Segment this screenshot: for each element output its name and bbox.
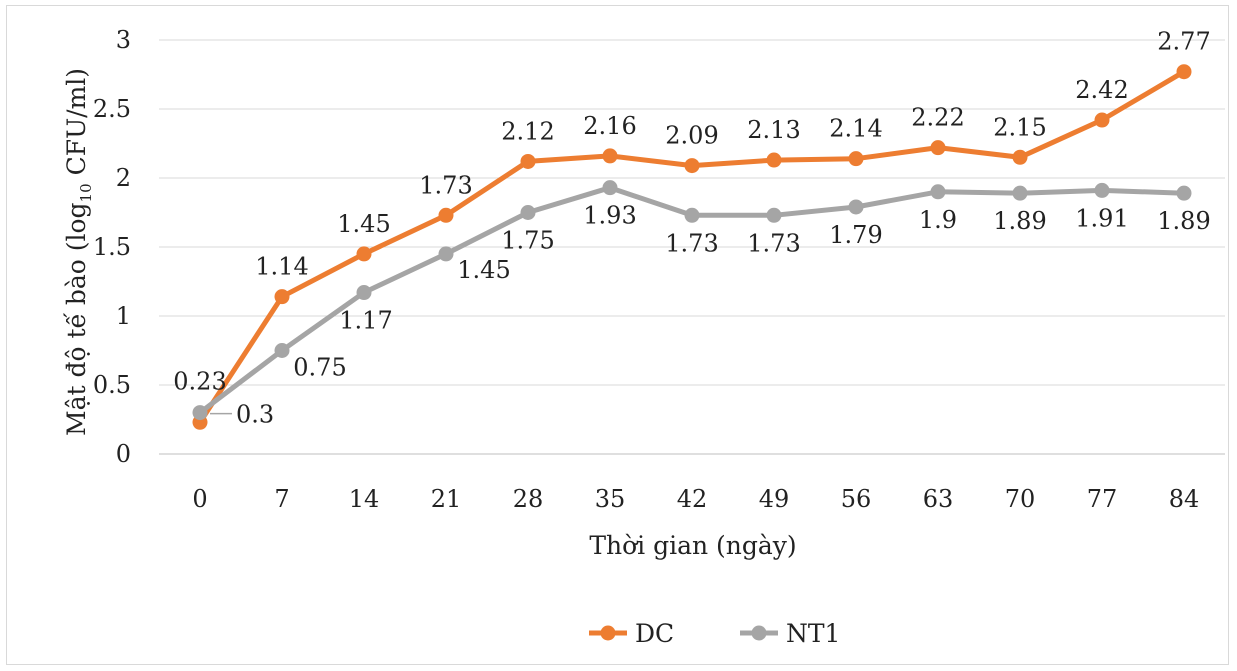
data-label-dc: 2.15 (993, 113, 1046, 141)
line-chart: 0 0.5 1 1.5 2 2.5 3 0 7 14 21 28 35 42 49 56 63 70 77 84 0… (62, 26, 1225, 648)
y-tick-label: 3 (116, 26, 131, 54)
data-point-nt1 (274, 343, 290, 358)
data-point-dc (684, 158, 700, 174)
y-tick-label: 0.5 (93, 371, 131, 399)
data-label-nt1: 1.73 (747, 229, 800, 257)
x-tick-label: 70 (1005, 485, 1036, 513)
x-tick-label: 84 (1169, 485, 1200, 513)
data-label-nt1: 0.75 (293, 354, 346, 382)
x-tick-label: 42 (677, 485, 708, 513)
x-axis-tick-labels: 0 7 14 21 28 35 42 49 56 63 70 77 84 (192, 485, 1199, 513)
data-point-nt1 (684, 207, 700, 223)
data-label-nt1: 1.75 (501, 227, 554, 255)
data-label-nt1: 1.45 (457, 256, 510, 284)
x-tick-label: 14 (349, 485, 380, 513)
legend-label: NT1 (786, 619, 840, 648)
x-axis-title: Thời gian (ngày) (589, 531, 796, 560)
data-point-dc (1012, 149, 1028, 165)
x-tick-label: 35 (595, 485, 626, 513)
data-point-nt1 (848, 199, 864, 215)
data-label-dc: 1.45 (337, 210, 390, 238)
data-point-dc (1094, 112, 1110, 128)
data-label-nt1: 1.9 (919, 206, 957, 234)
data-label-nt1: 1.89 (993, 207, 1046, 235)
data-point-dc (848, 151, 864, 167)
series-lines (192, 64, 1192, 430)
data-point-nt1 (438, 246, 454, 262)
data-label-dc: 1.14 (255, 253, 308, 281)
data-label-nt1: 1.93 (583, 202, 636, 230)
x-tick-label: 0 (192, 485, 207, 513)
legend-item-nt1: NT1 (740, 619, 840, 648)
y-tick-label: 2.5 (93, 95, 131, 123)
data-label-nt1: 0.3 (236, 401, 274, 429)
data-point-dc (1176, 64, 1192, 80)
data-label-nt1: 1.89 (1157, 207, 1210, 235)
data-label-dc: 2.77 (1157, 28, 1210, 56)
data-point-dc (356, 246, 372, 262)
data-point-nt1 (356, 285, 372, 301)
legend-marker (600, 625, 616, 641)
data-label-nt1: 1.73 (665, 229, 718, 257)
x-tick-label: 49 (759, 485, 790, 513)
legend-marker (751, 625, 767, 641)
y-axis-tick-labels: 0 0.5 1 1.5 2 2.5 3 (93, 26, 131, 468)
chart-frame: 0 0.5 1 1.5 2 2.5 3 0 7 14 21 28 35 42 49 56 63 70 77 84 0… (6, 5, 1229, 665)
data-label-dc: 2.12 (501, 117, 554, 145)
data-point-dc (930, 140, 946, 156)
y-axis-title-subscript: 10 (77, 183, 95, 202)
data-point-dc (520, 153, 536, 169)
legend: DC NT1 (589, 619, 840, 648)
data-point-nt1 (1176, 185, 1192, 201)
x-tick-label: 56 (841, 485, 872, 513)
gridlines (159, 39, 1225, 455)
legend-label: DC (635, 619, 674, 648)
data-point-nt1 (930, 184, 946, 200)
x-tick-label: 21 (431, 485, 462, 513)
data-label-nt1: 1.79 (829, 221, 882, 249)
data-point-dc (766, 152, 782, 168)
data-label-dc: 1.73 (419, 171, 472, 199)
data-point-dc (602, 148, 618, 164)
series-nt1 (192, 180, 1192, 421)
x-tick-label: 63 (923, 485, 954, 513)
legend-item-dc: DC (589, 619, 674, 648)
data-point-nt1 (520, 205, 536, 220)
data-point-nt1 (766, 207, 782, 223)
y-tick-label: 2 (116, 164, 131, 192)
x-tick-label: 28 (513, 485, 544, 513)
data-label-dc: 2.14 (829, 115, 882, 143)
data-label-dc: 0.23 (173, 367, 226, 395)
y-axis-title: Mật độ tế bào (log10 CFU/ml) (62, 68, 95, 436)
y-tick-label: 1 (116, 302, 131, 330)
data-label-nt1: 1.91 (1075, 204, 1128, 232)
data-point-nt1 (602, 180, 618, 196)
data-point-nt1 (192, 405, 208, 421)
data-label-dc: 2.13 (747, 116, 800, 144)
y-tick-label: 1.5 (93, 233, 131, 261)
data-label-dc: 2.09 (665, 122, 718, 150)
data-point-nt1 (1094, 182, 1110, 198)
data-point-dc (274, 289, 290, 305)
data-label-dc: 2.42 (1075, 76, 1128, 104)
data-labels: 0.23 1.14 1.45 1.73 2.12 2.16 2.09 2.13 2.14 2.22… (173, 28, 1210, 429)
data-label-dc: 2.22 (911, 104, 964, 132)
series-dc (192, 64, 1192, 430)
x-tick-label: 7 (274, 485, 289, 513)
data-label-nt1: 1.17 (339, 307, 392, 335)
data-point-nt1 (1012, 185, 1028, 201)
data-label-dc: 2.16 (583, 112, 636, 140)
x-tick-label: 77 (1087, 485, 1118, 513)
y-tick-label: 0 (116, 440, 131, 468)
data-point-dc (438, 207, 454, 223)
